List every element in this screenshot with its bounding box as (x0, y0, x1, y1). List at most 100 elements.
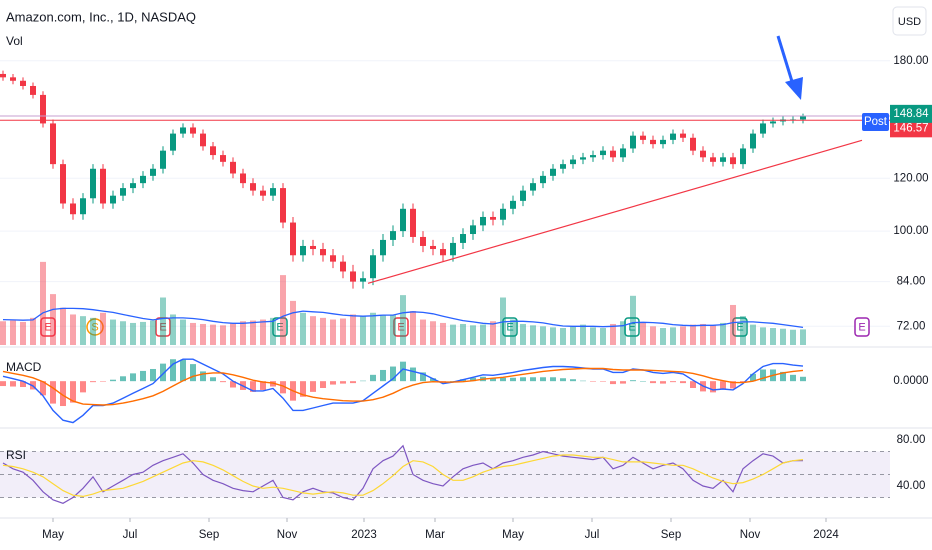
currency-label[interactable]: USD (898, 16, 921, 28)
volume-bar (50, 294, 56, 345)
macd-histogram (640, 381, 646, 382)
macd-histogram (190, 364, 196, 382)
candle-body (270, 188, 276, 196)
candle-body (80, 198, 86, 215)
volume-bar (540, 326, 546, 345)
last-price-label: 148.84 (893, 108, 929, 120)
macd-histogram (300, 381, 306, 397)
macd-histogram (680, 381, 686, 384)
volume-bar (370, 312, 376, 345)
candle-body (610, 150, 616, 158)
candle-body (90, 168, 96, 199)
macd-histogram (430, 378, 436, 382)
x-tick-label: Nov (740, 529, 761, 541)
macd-histogram (630, 380, 636, 382)
macd-histogram (570, 379, 576, 382)
volume-bar (240, 321, 246, 345)
volume-bar (140, 321, 146, 345)
event-label: E (628, 321, 635, 333)
macd-histogram (40, 381, 46, 396)
volume-bar (560, 328, 566, 345)
candle-body (620, 148, 626, 158)
candle-body (650, 139, 656, 145)
macd-histogram (350, 381, 356, 384)
candle-body (100, 168, 106, 204)
volume-bar (660, 328, 666, 345)
macd-histogram (540, 377, 546, 382)
volume-bar (680, 326, 686, 345)
event-label: E (276, 321, 283, 333)
y-tick-label: 180.00 (893, 55, 928, 67)
macd-histogram (310, 381, 316, 392)
last-price-tag (890, 104, 932, 123)
macd-histogram (510, 377, 516, 382)
volume-bar (260, 319, 266, 345)
volume-bar (460, 323, 466, 345)
candle-body (240, 173, 246, 184)
volume-bar (360, 316, 366, 345)
candle-body (600, 150, 606, 156)
volume-bar (150, 320, 156, 345)
candle-body (440, 249, 446, 256)
volume-bar (250, 320, 256, 345)
candle-body (20, 80, 26, 86)
macd-histogram (0, 381, 6, 387)
macd-histogram (70, 381, 76, 403)
candle-body (590, 155, 596, 158)
macd-histogram (110, 379, 116, 382)
volume-bar (720, 322, 726, 345)
volume-bar (180, 319, 186, 345)
candle-body (280, 188, 286, 223)
candle-body (130, 183, 136, 189)
volume-bar (730, 304, 736, 345)
volume-bar (110, 319, 116, 345)
macd-histogram (60, 381, 66, 407)
volume-bar (690, 324, 696, 345)
candle-body (720, 157, 726, 162)
volume-bar (780, 328, 786, 345)
volume-title: Vol (6, 34, 23, 48)
volume-bar (420, 319, 426, 345)
candle-body (180, 127, 186, 134)
volume-bar (770, 328, 776, 345)
price-tag (890, 119, 932, 138)
macd-histogram (380, 369, 386, 382)
candle-body (510, 200, 516, 209)
macd-histogram (150, 368, 156, 382)
candle-body (500, 208, 506, 220)
candle-body (160, 150, 166, 169)
macd-histogram (360, 380, 366, 382)
currency-button[interactable] (892, 6, 927, 36)
volume-bar (580, 324, 586, 345)
macd-histogram (530, 377, 536, 382)
macd-histogram (210, 377, 216, 382)
volume-bar (320, 317, 326, 345)
macd-histogram (800, 376, 806, 382)
price-tag-label: 146.57 (893, 122, 928, 134)
candle-body (70, 203, 76, 215)
rsi-band (0, 451, 890, 498)
candle-body (30, 85, 36, 95)
candle-body (680, 133, 686, 138)
candle-body (520, 190, 526, 201)
trendline (367, 139, 863, 284)
macd-histogram (670, 381, 676, 383)
candle-body (350, 271, 356, 282)
x-tick-label: 2023 (351, 529, 377, 541)
event-label: E (506, 321, 513, 333)
volume-ma (2, 307, 804, 329)
candle-body (570, 159, 576, 165)
macd-histogram (590, 381, 596, 382)
macd-histogram (390, 366, 396, 382)
volume-bar (630, 295, 636, 345)
macd-histogram (10, 381, 16, 387)
candle-body (800, 115, 806, 120)
macd-histogram (650, 381, 656, 384)
y-tick-label: 100.00 (893, 225, 928, 237)
event-label: E (159, 321, 166, 333)
y-tick-label: 0.0000 (893, 375, 928, 387)
macd-histogram (560, 378, 566, 382)
event-label: E (397, 321, 404, 333)
volume-bar (350, 314, 356, 345)
macd-histogram (750, 373, 756, 382)
